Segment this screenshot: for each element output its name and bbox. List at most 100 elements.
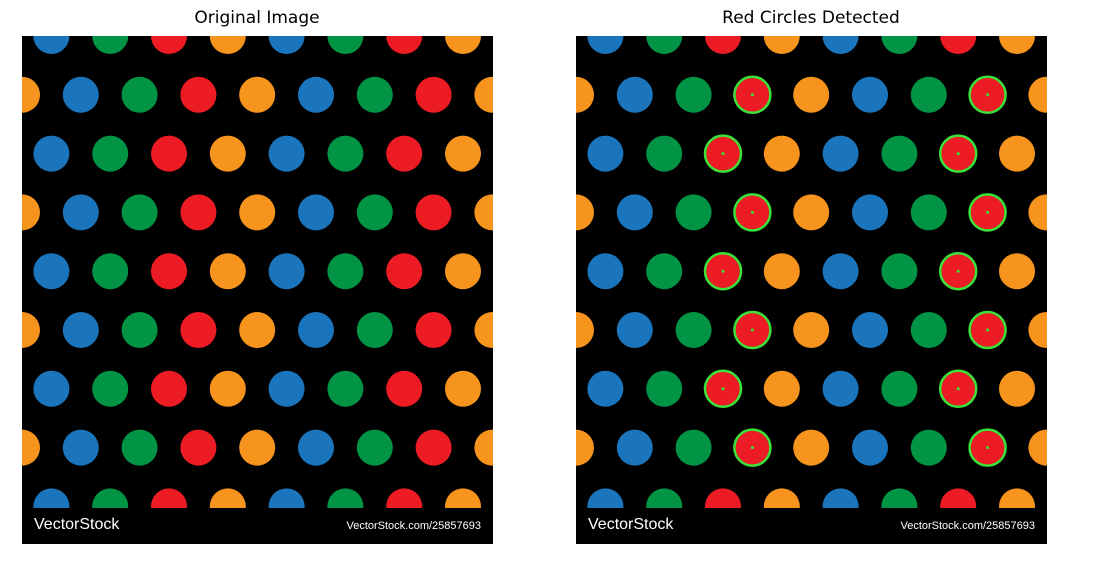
dot-green (356, 194, 393, 231)
dot-blue (587, 370, 624, 407)
dot-red (940, 488, 977, 508)
dot-orange (793, 194, 830, 231)
dot-orange (1028, 194, 1047, 231)
dot-orange (239, 312, 276, 348)
dot-red (386, 135, 423, 172)
dot-blue (298, 312, 334, 348)
dot-blue (33, 488, 70, 508)
dot-blue (852, 194, 888, 231)
dot-red (151, 370, 187, 407)
dot-blue (268, 135, 305, 172)
dot-blue (268, 36, 305, 54)
dot-orange (445, 370, 481, 407)
dot-blue (822, 135, 859, 172)
dot-green (121, 76, 158, 113)
detection-center (986, 446, 990, 450)
dot-red (386, 253, 423, 290)
dot-blue (616, 312, 653, 348)
detection-ring (733, 193, 772, 232)
dot-green (327, 253, 364, 290)
dot-blue (33, 370, 70, 407)
dot-green (910, 194, 947, 231)
detection-center (986, 93, 990, 97)
dot-orange (474, 312, 493, 348)
dot-orange (22, 194, 40, 231)
dot-green (646, 135, 683, 172)
dot-blue (616, 429, 653, 466)
dot-green (92, 253, 129, 290)
dot-red (151, 488, 187, 508)
dot-blue (852, 312, 888, 348)
dot-orange (22, 429, 40, 466)
original-dots-canvas (22, 36, 493, 508)
detection-ring (703, 134, 743, 173)
dot-orange (474, 76, 493, 113)
dot-orange (763, 253, 800, 290)
detection-ring (733, 310, 772, 350)
detection-ring (703, 369, 743, 409)
detected-dots-canvas (576, 36, 1047, 508)
dot-orange (763, 488, 800, 508)
dot-orange (209, 36, 246, 54)
dot-blue (62, 76, 99, 113)
detection-center (750, 328, 754, 332)
detection-ring (938, 134, 978, 173)
dot-orange (793, 312, 830, 348)
dot-orange (1028, 312, 1047, 348)
dot-orange (209, 488, 246, 508)
dot-red (705, 36, 741, 54)
dot-orange (239, 76, 276, 113)
detected-image-panel: VectorStock VectorStock.com/25857693 (576, 36, 1047, 544)
dot-orange (576, 312, 594, 348)
detection-center (986, 210, 990, 214)
panel-title-original: Original Image (194, 8, 320, 28)
detection-center (750, 93, 754, 97)
detection-center (956, 387, 960, 391)
dot-red (415, 194, 452, 231)
dot-green (675, 76, 712, 113)
dot-orange (445, 488, 481, 508)
detection-center (750, 446, 754, 450)
dot-red (415, 312, 452, 348)
detection-ring (938, 251, 978, 291)
detection-center (956, 152, 960, 156)
dot-green (881, 253, 918, 290)
dot-red (705, 488, 741, 508)
dot-green (881, 36, 918, 54)
dot-red (180, 194, 217, 231)
dot-green (356, 429, 393, 466)
dot-blue (298, 194, 334, 231)
dot-blue (33, 135, 70, 172)
dot-orange (999, 36, 1035, 54)
dot-orange (445, 135, 481, 172)
dot-green (356, 312, 393, 348)
detection-center (721, 387, 725, 391)
detection-ring (968, 75, 1007, 115)
dot-orange (209, 135, 246, 172)
detection-center (750, 210, 754, 214)
dot-red (180, 312, 217, 348)
dot-orange (763, 135, 800, 172)
dot-green (92, 370, 129, 407)
dot-green (646, 36, 683, 54)
dot-orange (576, 194, 594, 231)
vectorstock-logo: VectorStock (588, 516, 674, 533)
dot-red (386, 370, 423, 407)
dot-green (92, 36, 129, 54)
dot-blue (587, 36, 624, 54)
dot-blue (852, 76, 888, 113)
detection-center (721, 269, 725, 273)
dot-green (675, 194, 712, 231)
dot-orange (999, 253, 1035, 290)
dot-blue (587, 253, 624, 290)
dot-green (356, 76, 393, 113)
dot-blue (62, 312, 99, 348)
dot-green (121, 429, 158, 466)
dot-red (386, 488, 423, 508)
detection-center (721, 152, 725, 156)
dot-green (327, 36, 364, 54)
dot-orange (474, 429, 493, 466)
dot-green (881, 488, 918, 508)
dot-orange (445, 253, 481, 290)
dot-red (151, 135, 187, 172)
